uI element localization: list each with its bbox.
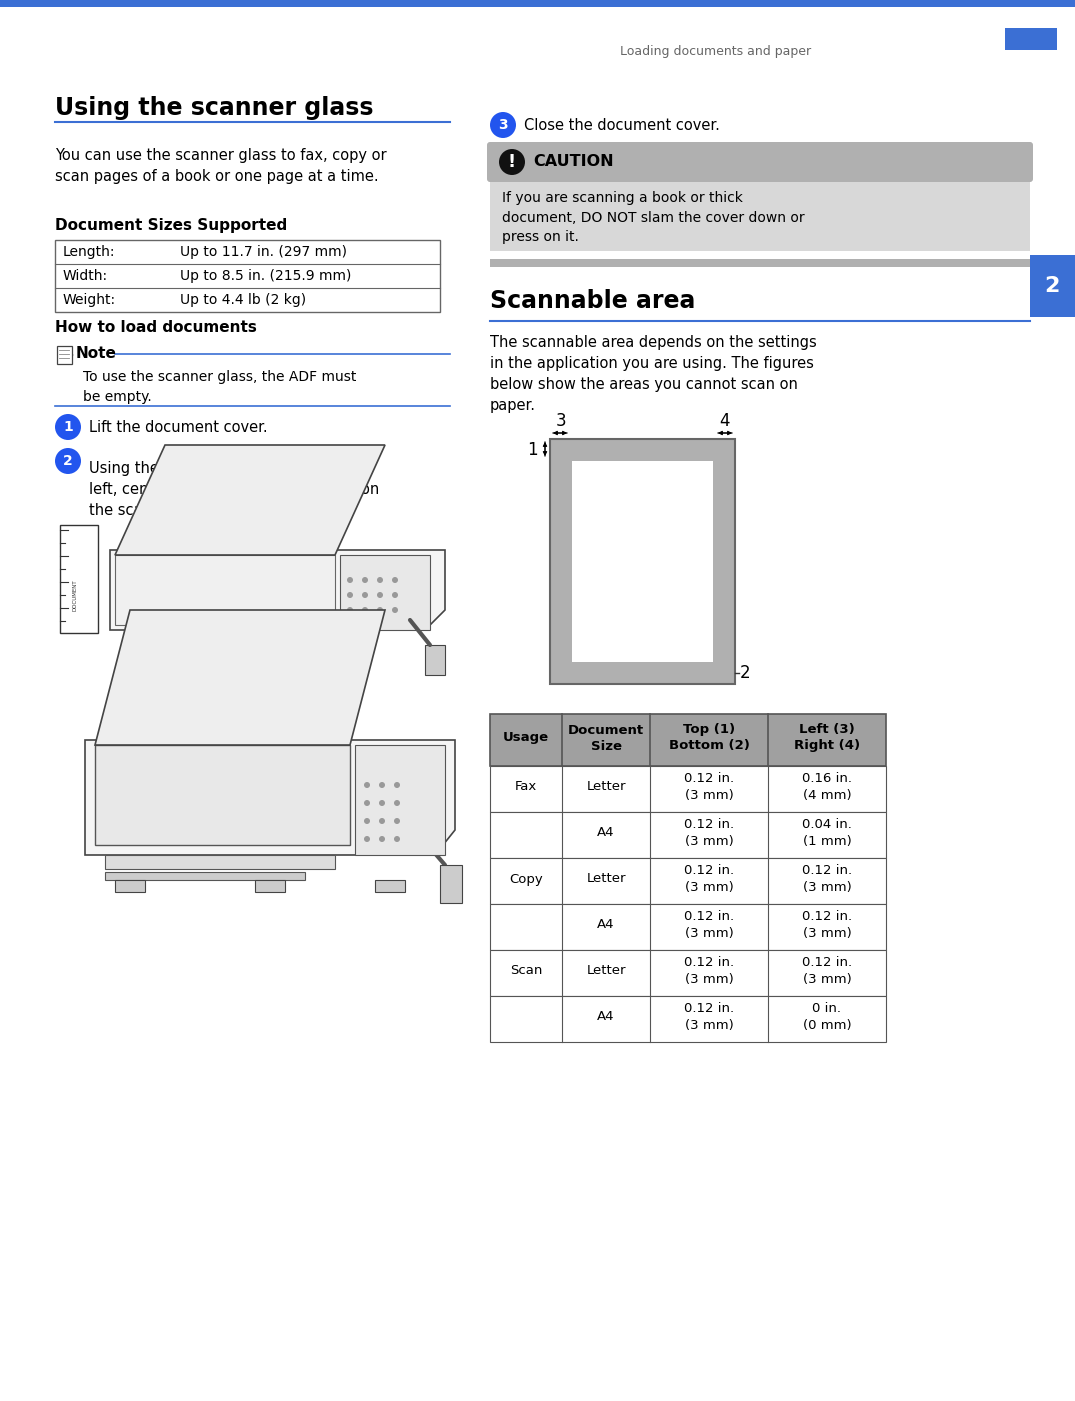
Text: 1: 1	[528, 441, 538, 460]
Circle shape	[362, 593, 368, 598]
Text: 0.12 in.
(3 mm): 0.12 in. (3 mm)	[802, 864, 852, 894]
Text: 0.12 in.
(3 mm): 0.12 in. (3 mm)	[684, 772, 734, 801]
Polygon shape	[95, 609, 385, 745]
Bar	[1030, 255, 1075, 317]
Bar	[490, 904, 886, 950]
Circle shape	[395, 782, 400, 787]
Bar	[95, 745, 350, 845]
Circle shape	[55, 415, 81, 440]
Text: 4: 4	[719, 412, 729, 430]
Circle shape	[379, 800, 385, 806]
Polygon shape	[85, 740, 455, 855]
Circle shape	[364, 800, 370, 806]
Bar	[490, 766, 886, 813]
Circle shape	[379, 836, 385, 842]
Text: Up to 11.7 in. (297 mm): Up to 11.7 in. (297 mm)	[180, 245, 347, 259]
Circle shape	[395, 836, 400, 842]
Text: Using the document guidelines on the
left, center the document face down on
the : Using the document guidelines on the lef…	[89, 461, 379, 518]
Bar	[115, 880, 145, 892]
Text: 0.12 in.
(3 mm): 0.12 in. (3 mm)	[684, 1003, 734, 1031]
Text: 0.12 in.
(3 mm): 0.12 in. (3 mm)	[684, 957, 734, 985]
Bar	[105, 871, 305, 880]
Circle shape	[347, 577, 353, 583]
Text: The scannable area depends on the settings
in the application you are using. The: The scannable area depends on the settin…	[490, 335, 817, 413]
Polygon shape	[115, 446, 385, 555]
Polygon shape	[64, 353, 73, 361]
Text: Fax: Fax	[515, 780, 538, 793]
Bar	[355, 745, 445, 855]
Bar	[490, 857, 886, 904]
Text: !: !	[508, 153, 516, 171]
Text: 0.12 in.
(3 mm): 0.12 in. (3 mm)	[802, 911, 852, 940]
Text: A4: A4	[598, 1010, 615, 1024]
Bar	[340, 555, 430, 630]
Bar	[490, 996, 886, 1042]
Text: You can use the scanner glass to fax, copy or
scan pages of a book or one page a: You can use the scanner glass to fax, co…	[55, 149, 387, 184]
Text: CAUTION: CAUTION	[533, 154, 614, 170]
Text: 2: 2	[740, 664, 750, 682]
Text: Document
Size: Document Size	[568, 723, 644, 752]
Text: Weight:: Weight:	[63, 293, 116, 307]
Circle shape	[392, 607, 398, 614]
Circle shape	[379, 818, 385, 824]
Text: Scannable area: Scannable area	[490, 289, 696, 312]
Text: Using the scanner glass: Using the scanner glass	[55, 97, 373, 120]
Text: 0.04 in.
(1 mm): 0.04 in. (1 mm)	[802, 818, 852, 848]
Text: Lift the document cover.: Lift the document cover.	[89, 419, 268, 434]
Text: Note: Note	[76, 346, 117, 361]
Bar	[57, 346, 72, 364]
Text: How to load documents: How to load documents	[55, 319, 257, 335]
Text: Width:: Width:	[63, 269, 109, 283]
Circle shape	[377, 593, 383, 598]
Bar	[1005, 28, 1057, 50]
Text: Loading documents and paper: Loading documents and paper	[620, 45, 812, 59]
Bar	[0, 0, 1075, 7]
Text: 1: 1	[63, 420, 73, 434]
Circle shape	[364, 818, 370, 824]
Text: Close the document cover.: Close the document cover.	[524, 118, 720, 133]
FancyBboxPatch shape	[487, 142, 1033, 182]
Bar	[550, 439, 735, 684]
Circle shape	[490, 112, 516, 139]
Text: A4: A4	[598, 827, 615, 839]
Bar	[440, 864, 462, 904]
Bar	[490, 950, 886, 996]
Text: Copy: Copy	[510, 873, 543, 885]
Text: Length:: Length:	[63, 245, 115, 259]
Text: 0.16 in.
(4 mm): 0.16 in. (4 mm)	[802, 772, 852, 801]
Circle shape	[377, 577, 383, 583]
Text: 0.12 in.
(3 mm): 0.12 in. (3 mm)	[684, 911, 734, 940]
Bar	[115, 555, 335, 625]
Text: Letter: Letter	[586, 964, 626, 978]
Bar	[490, 715, 886, 766]
Bar	[490, 259, 1030, 268]
Circle shape	[362, 607, 368, 614]
Bar	[255, 880, 285, 892]
Circle shape	[362, 577, 368, 583]
Bar	[125, 630, 325, 640]
Text: 0 in.
(0 mm): 0 in. (0 mm)	[803, 1003, 851, 1031]
Text: Left (3)
Right (4): Left (3) Right (4)	[794, 723, 860, 752]
Circle shape	[377, 607, 383, 614]
Text: A4: A4	[598, 919, 615, 932]
Text: DOCUMENT: DOCUMENT	[72, 579, 77, 611]
Text: Document Sizes Supported: Document Sizes Supported	[55, 219, 287, 233]
Circle shape	[499, 149, 525, 175]
Text: 2: 2	[1044, 276, 1060, 296]
Text: 2: 2	[63, 454, 73, 468]
Polygon shape	[110, 551, 445, 630]
Bar	[490, 179, 1030, 251]
Circle shape	[395, 800, 400, 806]
Text: 11: 11	[1020, 10, 1042, 24]
Circle shape	[364, 836, 370, 842]
Bar	[55, 240, 440, 312]
Bar	[572, 461, 713, 663]
Bar	[490, 813, 886, 857]
Text: Letter: Letter	[586, 780, 626, 793]
Text: 3: 3	[498, 118, 507, 132]
Circle shape	[347, 607, 353, 614]
Bar	[425, 644, 445, 675]
Text: 0.12 in.
(3 mm): 0.12 in. (3 mm)	[684, 818, 734, 848]
Text: To use the scanner glass, the ADF must
be empty.: To use the scanner glass, the ADF must b…	[83, 370, 357, 403]
Circle shape	[347, 593, 353, 598]
